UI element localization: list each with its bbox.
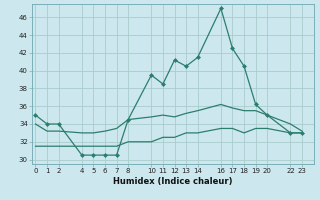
- X-axis label: Humidex (Indice chaleur): Humidex (Indice chaleur): [113, 177, 233, 186]
